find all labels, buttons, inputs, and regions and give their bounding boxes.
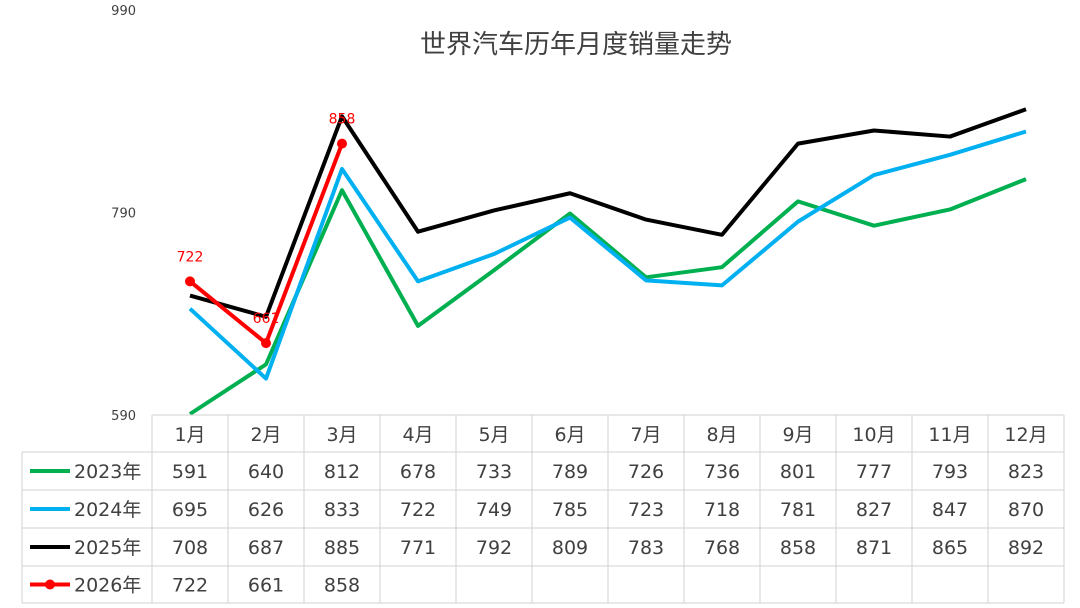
chart-title: 世界汽车历年月度销量走势 bbox=[420, 30, 732, 60]
category-label: 1月 bbox=[174, 424, 205, 446]
category-label: 2月 bbox=[250, 424, 281, 446]
table-cell: 771 bbox=[400, 537, 436, 559]
category-label: 10月 bbox=[852, 424, 895, 446]
table-cell: 591 bbox=[172, 461, 208, 483]
table-cell: 722 bbox=[400, 499, 436, 521]
data-point bbox=[337, 138, 347, 149]
legend-label: 2023年 bbox=[74, 461, 141, 483]
table-cell: 870 bbox=[1008, 499, 1044, 521]
table-cell: 722 bbox=[172, 575, 208, 597]
table-cell: 708 bbox=[172, 537, 208, 559]
legend-label: 2026年 bbox=[74, 575, 141, 597]
table-cell: 695 bbox=[172, 499, 208, 521]
table-cell: 768 bbox=[704, 537, 740, 559]
category-label: 6月 bbox=[554, 424, 585, 446]
legend-label: 2024年 bbox=[74, 499, 141, 521]
table-cell: 687 bbox=[248, 537, 284, 559]
table-cell: 777 bbox=[856, 461, 892, 483]
table-cell: 781 bbox=[780, 499, 816, 521]
table-cell: 785 bbox=[552, 499, 588, 521]
data-label: 858 bbox=[329, 112, 356, 128]
table-cell: 678 bbox=[400, 461, 436, 483]
series-line-2023年 bbox=[188, 177, 1027, 416]
table-cell: 640 bbox=[248, 461, 284, 483]
series-line-2024年 bbox=[188, 129, 1027, 381]
data-label: 722 bbox=[177, 249, 204, 265]
legend-marker bbox=[45, 579, 55, 590]
data-point bbox=[261, 338, 271, 349]
table-cell: 892 bbox=[1008, 537, 1044, 559]
table-cell: 726 bbox=[628, 461, 664, 483]
category-label: 11月 bbox=[928, 424, 971, 446]
category-label: 5月 bbox=[478, 424, 509, 446]
table-cell: 885 bbox=[324, 537, 360, 559]
y-tick-label: 790 bbox=[111, 207, 136, 222]
table-cell: 865 bbox=[932, 537, 968, 559]
table-cell: 793 bbox=[932, 461, 968, 483]
table-cell: 812 bbox=[324, 461, 360, 483]
category-label: 7月 bbox=[630, 424, 661, 446]
table-cell: 801 bbox=[780, 461, 816, 483]
table-cell: 833 bbox=[324, 499, 360, 521]
table-cell: 749 bbox=[476, 499, 512, 521]
category-label: 9月 bbox=[782, 424, 813, 446]
table-cell: 626 bbox=[248, 499, 284, 521]
category-label: 12月 bbox=[1004, 424, 1047, 446]
table-cell: 789 bbox=[552, 461, 588, 483]
table-cell: 823 bbox=[1008, 461, 1044, 483]
category-label: 8月 bbox=[706, 424, 737, 446]
table-cell: 792 bbox=[476, 537, 512, 559]
y-tick-label: 590 bbox=[111, 409, 136, 424]
legend-label: 2025年 bbox=[74, 537, 141, 559]
table-cell: 661 bbox=[248, 575, 284, 597]
table-cell: 736 bbox=[704, 461, 740, 483]
data-point bbox=[185, 276, 195, 287]
table-cell: 783 bbox=[628, 537, 664, 559]
table-cell: 871 bbox=[856, 537, 892, 559]
table-cell: 718 bbox=[704, 499, 740, 521]
table-cell: 858 bbox=[780, 537, 816, 559]
data-label: 661 bbox=[253, 311, 280, 327]
category-label: 3月 bbox=[326, 424, 357, 446]
table-cell: 723 bbox=[628, 499, 664, 521]
y-tick-label: 990 bbox=[111, 4, 136, 19]
table-cell: 733 bbox=[476, 461, 512, 483]
table-cell: 858 bbox=[324, 575, 360, 597]
series-line-2025年 bbox=[189, 107, 1027, 319]
category-label: 4月 bbox=[402, 424, 433, 446]
table-cell: 847 bbox=[932, 499, 968, 521]
table-cell: 827 bbox=[856, 499, 892, 521]
table-cell: 809 bbox=[552, 537, 588, 559]
